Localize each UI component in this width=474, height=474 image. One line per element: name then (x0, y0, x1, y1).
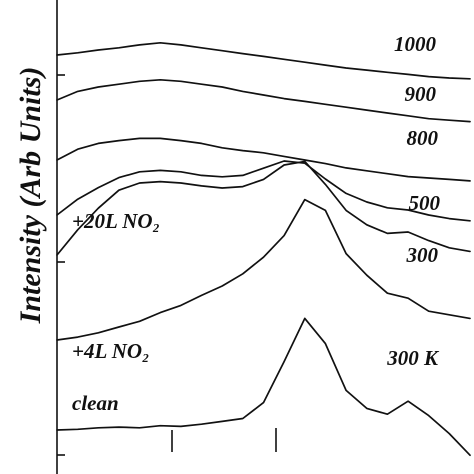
series-label-6: 1000 (394, 32, 437, 56)
label-group: clean +4L NO₂ 300 500 800 900 1000 +20L NO₂ 300 … (72, 32, 441, 415)
annotation-1: 300 K (386, 346, 440, 370)
series-line-6 (56, 41, 471, 80)
series-line-4 (56, 137, 471, 182)
series-line-1 (56, 198, 471, 341)
series-label-2: 300 (406, 243, 439, 267)
series-label-3: 500 (409, 191, 441, 215)
annotation-0: +20L NO₂ (72, 209, 160, 233)
series-label-0: clean (72, 391, 119, 415)
series-label-5: 900 (405, 82, 437, 106)
series-group (56, 41, 471, 457)
series-label-1: +4L NO₂ (72, 339, 149, 363)
series-line-3 (56, 160, 471, 222)
series-line-2 (56, 160, 471, 256)
series-line-0 (56, 317, 471, 457)
series-label-4: 800 (407, 126, 439, 150)
series-line-5 (56, 78, 471, 123)
y-axis-label: Intensity (Arb Units) (14, 67, 47, 325)
